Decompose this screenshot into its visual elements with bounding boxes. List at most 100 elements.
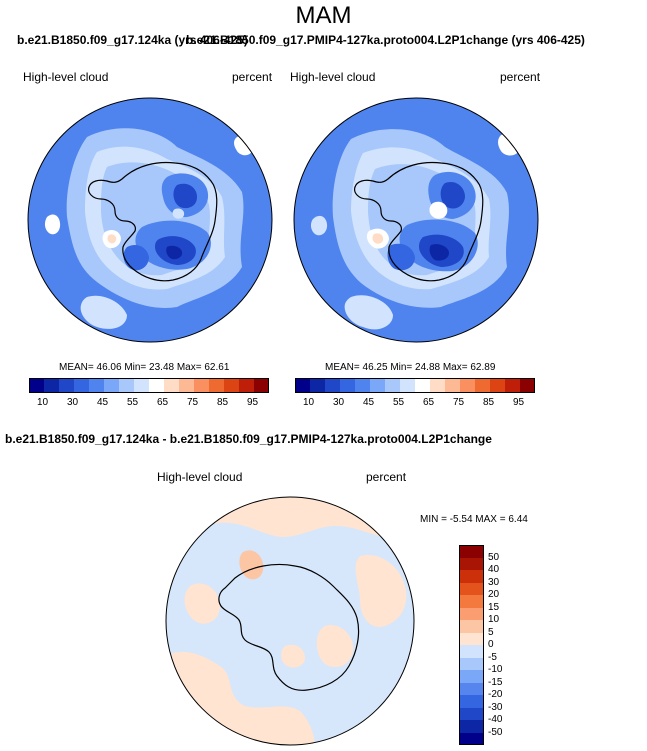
colorbar-tick-label: 30: [67, 397, 79, 408]
colorbar-swatch: [490, 378, 505, 393]
right-field-patch: [372, 233, 384, 244]
colorbar-tick-label: -50: [488, 726, 503, 738]
colorbar-swatch: [459, 720, 484, 733]
colorbar-tick-label: 5: [488, 626, 494, 638]
colorbar-tick-label: 15: [488, 601, 500, 613]
colorbar-tick-label: -30: [488, 701, 503, 713]
diff-antarctica-coastline: [218, 563, 360, 691]
colorbar-swatch: [209, 378, 224, 393]
right-antarctica-coastline: [354, 161, 484, 282]
colorbar-swatch: [459, 557, 484, 570]
right-field-patch: [440, 181, 465, 209]
colorbar-tick-label: 55: [393, 397, 405, 408]
colorbar-tick-label: 45: [97, 397, 109, 408]
colorbar-swatch: [430, 378, 445, 393]
colorbar-tick-label: 95: [247, 397, 259, 408]
colorbar-tick-label: 55: [127, 397, 139, 408]
right-polar-map: [293, 97, 539, 343]
colorbar-swatch: [179, 378, 194, 393]
colorbar-swatch: [44, 378, 59, 393]
left-colorbar-ticks: 10 30 45 55 65 75 85 95: [29, 397, 269, 411]
left-field-patch: [172, 208, 185, 219]
diff-field-patch: [355, 555, 407, 627]
left-field-patch: [44, 214, 61, 235]
diff-stats: MIN = -5.54 MAX = 6.44: [420, 514, 528, 525]
colorbar-swatch: [370, 378, 385, 393]
diff-field-patch: [184, 583, 220, 624]
colorbar-swatch: [400, 378, 415, 393]
colorbar-swatch: [355, 378, 370, 393]
right-variable-label: High-level cloud: [290, 70, 376, 84]
colorbar-swatch: [459, 632, 484, 645]
left-field-patch: [166, 245, 183, 260]
colorbar-tick-label: -10: [488, 664, 503, 675]
colorbar-swatch: [445, 378, 460, 393]
colorbar-swatch: [385, 378, 400, 393]
colorbar-swatch: [119, 378, 134, 393]
right-field-patch: [344, 295, 393, 330]
colorbar-tick-label: 45: [363, 397, 375, 408]
colorbar-tick-label: -5: [488, 651, 497, 663]
colorbar-swatch: [104, 378, 119, 393]
colorbar-swatch: [520, 378, 535, 393]
right-field-patch: [429, 201, 448, 219]
right-map-border: [293, 97, 539, 343]
colorbar-swatch: [459, 657, 484, 670]
diff-field-patch: [281, 644, 305, 668]
left-field-patch: [107, 234, 117, 244]
page-title: MAM: [295, 2, 352, 29]
right-colorbar: [295, 378, 535, 393]
colorbar-tick-label: 75: [187, 397, 199, 408]
right-colorbar-ticks: 10 30 45 55 65 75 85 95: [295, 397, 535, 411]
left-field-patch: [123, 245, 149, 271]
right-field-patch: [310, 215, 328, 236]
left-variable-label: High-level cloud: [23, 70, 109, 84]
colorbar-swatch: [340, 378, 355, 393]
colorbar-tick-label: 30: [488, 576, 500, 588]
diff-colorbar-ticks: 50 40 30 20 15 10 5 0 -5 -10 -15 -20 -30 -40 -50: [488, 545, 528, 745]
left-run-title: b.e21.B1850.f09_g17.124ka (yrs 406-425): [17, 33, 248, 47]
colorbar-swatch: [459, 582, 484, 595]
colorbar-tick-label: 10: [488, 614, 500, 625]
diff-variable-label: High-level cloud: [157, 470, 243, 484]
colorbar-swatch: [254, 378, 269, 393]
colorbar-swatch: [459, 607, 484, 620]
diff-field-patch: [316, 625, 354, 668]
colorbar-tick-label: 95: [513, 397, 525, 408]
diff-units-label: percent: [366, 470, 407, 484]
colorbar-swatch: [325, 378, 340, 393]
colorbar-tick-label: 40: [488, 564, 500, 575]
left-field-patch: [80, 295, 127, 329]
colorbar-tick-label: 50: [488, 551, 500, 563]
colorbar-tick-label: -40: [488, 714, 503, 725]
left-polar-map: [27, 97, 273, 343]
diff-map-border: [165, 496, 415, 746]
colorbar-swatch: [460, 378, 475, 393]
colorbar-swatch: [459, 645, 484, 658]
colorbar-tick-label: 10: [303, 397, 315, 408]
colorbar-tick-label: 30: [333, 397, 345, 408]
colorbar-tick-label: 20: [488, 589, 500, 600]
colorbar-swatch: [295, 378, 310, 393]
colorbar-frame: [295, 378, 535, 393]
left-units-label: percent: [232, 70, 273, 84]
colorbar-swatch: [459, 732, 484, 745]
colorbar-swatch: [459, 670, 484, 683]
colorbar-frame: [459, 545, 484, 745]
colorbar-tick-label: 10: [37, 397, 49, 408]
colorbar-swatch: [164, 378, 179, 393]
colorbar-swatch: [194, 378, 209, 393]
colorbar-swatch: [459, 695, 484, 708]
left-field-patch: [173, 183, 197, 209]
diff-polar-map: [165, 496, 415, 746]
colorbar-swatch: [239, 378, 254, 393]
colorbar-swatch: [459, 707, 484, 720]
right-run-title: b.e21.B1850.f09_g17.PMIP4-127ka.proto004…: [186, 33, 585, 47]
colorbar-tick-label: 85: [483, 397, 495, 408]
colorbar-frame: [29, 378, 269, 393]
colorbar-swatch: [459, 570, 484, 583]
colorbar-swatch: [459, 545, 484, 558]
right-units-label: percent: [500, 70, 541, 84]
left-antarctica-coastline: [88, 161, 218, 282]
colorbar-swatch: [134, 378, 149, 393]
